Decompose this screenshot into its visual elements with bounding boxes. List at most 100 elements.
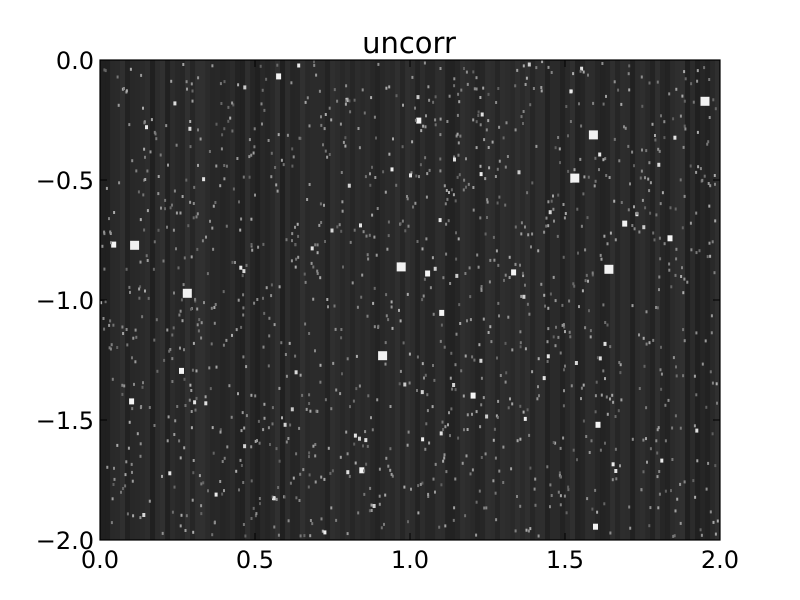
speckle: [580, 66, 584, 71]
speckle: [421, 247, 424, 251]
speckle: [604, 377, 606, 381]
speckle: [243, 444, 247, 449]
speckle: [679, 178, 682, 182]
speckle: [713, 271, 716, 275]
speckle: [239, 458, 242, 462]
noise-column: [690, 60, 696, 540]
speckle: [370, 509, 373, 512]
speckle: [645, 342, 648, 346]
speckle: [185, 514, 188, 518]
noise-column: [555, 60, 561, 540]
speckle: [122, 487, 124, 490]
speckle: [703, 66, 706, 70]
speckle: [606, 323, 609, 327]
speckle: [524, 283, 526, 287]
speckle: [700, 533, 703, 537]
speckle: [519, 504, 522, 508]
speckle: [605, 395, 608, 399]
speckle: [409, 173, 412, 178]
speckle: [645, 437, 647, 441]
speckle: [125, 267, 128, 271]
speckle: [478, 489, 481, 493]
speckle: [195, 215, 198, 219]
speckle: [647, 177, 650, 181]
speckle: [283, 495, 286, 499]
speckle: [200, 482, 203, 486]
speckle: [278, 459, 281, 463]
speckle: [582, 70, 585, 74]
speckle: [109, 347, 112, 351]
speckle: [145, 254, 148, 258]
speckle: [475, 410, 478, 414]
speckle: [284, 353, 287, 356]
speckle: [463, 428, 465, 432]
speckle: [520, 221, 523, 225]
speckle: [667, 235, 673, 242]
noise-column: [670, 60, 676, 540]
speckle: [346, 452, 349, 456]
speckle: [153, 338, 156, 342]
speckle: [292, 155, 295, 159]
noise-column: [495, 60, 501, 540]
speckle: [342, 140, 345, 144]
speckle: [493, 427, 496, 431]
speckle: [589, 335, 592, 339]
speckle: [138, 287, 141, 291]
speckle: [256, 439, 258, 443]
speckle: [324, 149, 327, 153]
speckle: [308, 473, 311, 477]
speckle: [139, 454, 142, 458]
noise-column: [435, 60, 441, 540]
speckle: [434, 95, 437, 99]
speckle: [146, 209, 149, 213]
noise-column: [655, 60, 661, 540]
speckle: [212, 451, 215, 455]
speckle: [248, 155, 251, 159]
speckle: [672, 117, 675, 121]
speckle: [179, 211, 182, 215]
speckle: [414, 201, 417, 205]
speckle: [358, 384, 361, 388]
speckle: [573, 168, 576, 172]
speckle: [314, 454, 317, 458]
speckle: [183, 348, 185, 352]
noise-column: [125, 60, 131, 540]
speckle: [265, 286, 268, 290]
speckle: [496, 415, 499, 419]
speckle: [605, 174, 608, 177]
speckle: [538, 394, 540, 398]
speckle: [242, 269, 246, 274]
noise-column: [105, 60, 111, 540]
speckle: [202, 481, 205, 485]
speckle: [132, 336, 135, 340]
x-tick-label: 1.0: [391, 546, 429, 574]
speckle: [285, 238, 288, 242]
speckle: [166, 439, 169, 443]
speckle: [182, 63, 185, 66]
speckle: [141, 315, 144, 319]
speckle: [491, 140, 494, 144]
speckle: [169, 348, 172, 351]
speckle: [416, 389, 418, 392]
speckle: [505, 371, 508, 375]
noise-column: [680, 60, 686, 540]
speckle: [259, 502, 261, 506]
speckle: [273, 525, 276, 529]
speckle: [645, 149, 648, 153]
speckle: [671, 458, 674, 461]
speckle: [227, 119, 230, 123]
speckle: [547, 224, 550, 228]
speckle: [143, 228, 146, 232]
speckle: [558, 147, 561, 151]
speckle: [602, 102, 605, 106]
speckle: [559, 475, 562, 479]
speckle: [258, 441, 261, 445]
speckle: [469, 295, 472, 299]
speckle: [659, 257, 662, 261]
speckle: [269, 443, 271, 446]
speckle: [425, 114, 427, 118]
speckle: [316, 272, 319, 275]
speckle: [414, 118, 417, 122]
speckle: [537, 385, 539, 389]
speckle: [675, 365, 677, 369]
